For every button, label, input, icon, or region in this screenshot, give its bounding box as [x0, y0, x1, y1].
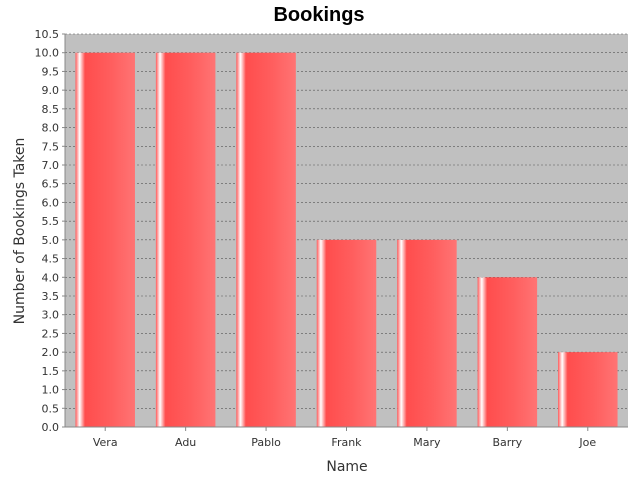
chart-title: Bookings — [273, 4, 364, 26]
y-axis-ticks: 0.0 0.5 1.0 1.5 2.0 2.5 3.0 3.5 4.0 4.5 5.0 5.5 6.0 6… — [35, 28, 65, 434]
x-tick-label: Frank — [331, 436, 362, 449]
y-tick-label: 3.0 — [42, 309, 60, 322]
y-tick-label: 7.5 — [42, 140, 60, 153]
y-tick-label: 6.5 — [42, 178, 60, 191]
y-tick-label: 1.5 — [42, 365, 60, 378]
bar-mary — [397, 239, 457, 427]
x-tick-label: Joe — [578, 436, 596, 449]
y-tick-label: 8.5 — [42, 103, 60, 116]
bar-joe — [558, 352, 618, 427]
y-tick-label: 7.0 — [42, 159, 60, 172]
bar-frank — [316, 239, 377, 427]
bar-barry — [477, 277, 538, 427]
y-tick-label: 9.5 — [42, 65, 60, 78]
bar-adu — [155, 52, 216, 427]
x-tick-label: Adu — [175, 436, 196, 449]
bar-pablo — [236, 52, 296, 427]
x-tick-label: Vera — [93, 436, 118, 449]
y-tick-label: 4.5 — [42, 253, 60, 266]
x-axis-ticks: Vera Adu Pablo Frank Mary Barry Joe — [93, 427, 596, 449]
x-tick-label: Barry — [493, 436, 523, 449]
x-tick-label: Pablo — [251, 436, 281, 449]
y-tick-label: 6.0 — [42, 196, 60, 209]
y-tick-label: 8.0 — [42, 122, 60, 135]
y-tick-label: 2.5 — [42, 327, 60, 340]
y-tick-label: 10.0 — [35, 47, 60, 60]
y-axis-label: Number of Bookings Taken — [12, 138, 28, 325]
y-tick-label: 9.0 — [42, 84, 60, 97]
x-axis-label: Name — [326, 459, 367, 475]
bar-vera — [75, 52, 135, 427]
bars — [75, 52, 618, 427]
y-tick-label: 3.5 — [42, 290, 60, 303]
y-tick-label: 2.0 — [42, 346, 60, 359]
y-tick-label: 5.5 — [42, 215, 60, 228]
y-tick-label: 5.0 — [42, 234, 60, 247]
y-tick-label: 0.0 — [42, 421, 60, 434]
y-tick-label: 1.0 — [42, 384, 60, 397]
x-tick-label: Mary — [413, 436, 441, 449]
y-tick-label: 10.5 — [35, 28, 60, 41]
y-tick-label: 0.5 — [42, 402, 60, 415]
y-tick-label: 4.0 — [42, 271, 60, 284]
